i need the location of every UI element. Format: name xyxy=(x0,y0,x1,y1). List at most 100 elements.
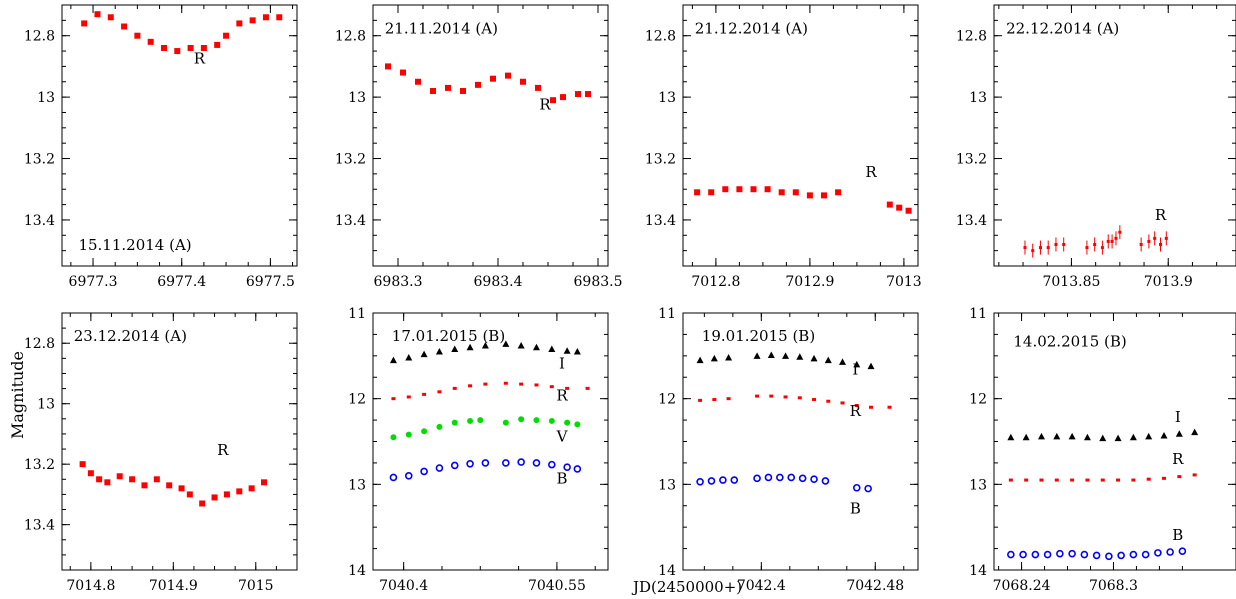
data-point xyxy=(1175,430,1183,437)
series-label-R: R xyxy=(865,163,877,181)
y-tick-label: 13.2 xyxy=(956,152,987,168)
data-point xyxy=(466,459,474,468)
series-label-I: I xyxy=(852,361,858,379)
date-label: 14.02.2015 (B) xyxy=(1013,332,1126,350)
data-point xyxy=(141,482,148,489)
data-point xyxy=(435,464,444,472)
panel-1: 12.8 13 13.2 13.4 6977.3 6977.4 6977.5 R 15.11.2… xyxy=(24,4,298,290)
data-point xyxy=(160,44,167,51)
data-point xyxy=(262,14,269,21)
data-point xyxy=(452,386,457,390)
data-point xyxy=(1116,478,1121,482)
x-axis-label: JD(2450000+) xyxy=(631,578,742,596)
y-tick-label: 13 xyxy=(969,477,987,493)
x-tick-label: 7013 xyxy=(886,274,922,290)
series-label-V: V xyxy=(556,428,569,446)
data-point xyxy=(826,399,831,403)
data-point xyxy=(1141,550,1150,559)
data-point xyxy=(698,398,703,402)
data-point xyxy=(707,477,716,485)
data-point xyxy=(1031,249,1035,253)
data-point xyxy=(532,459,541,467)
data-point xyxy=(1114,236,1118,240)
y-tick-label: 13.4 xyxy=(335,213,366,229)
data-point xyxy=(694,189,701,196)
data-point xyxy=(533,417,540,424)
data-point xyxy=(1024,478,1029,482)
y-tick-label: 11 xyxy=(969,306,987,322)
x-tick-label: 7040.55 xyxy=(528,578,586,594)
data-point xyxy=(200,44,207,51)
plot-frame xyxy=(61,312,298,571)
data-point xyxy=(1007,433,1015,441)
y-tick-label: 13 xyxy=(969,90,987,106)
data-point xyxy=(1085,246,1089,250)
data-point xyxy=(174,48,181,55)
series-label-R: R xyxy=(539,95,551,113)
data-point xyxy=(421,428,428,435)
data-point xyxy=(563,347,571,354)
data-point xyxy=(564,419,571,426)
panel-7: 11 12 13 14 7042.4 7042.48 I R B 19.01.2015 (B) xyxy=(658,306,919,594)
data-point xyxy=(534,383,539,387)
data-point xyxy=(753,474,761,483)
y-tick-label: 13.2 xyxy=(645,152,676,168)
data-point xyxy=(1129,550,1138,559)
data-point xyxy=(1118,230,1122,234)
data-point xyxy=(249,17,256,24)
data-point xyxy=(490,75,496,82)
data-point xyxy=(1160,432,1168,439)
x-tick-label: 7013.85 xyxy=(1042,274,1100,290)
data-point xyxy=(404,471,413,480)
x-tick-label: 7015 xyxy=(238,578,274,594)
data-point xyxy=(1092,551,1101,560)
data-point xyxy=(400,69,406,76)
y-tick-label: 11 xyxy=(658,306,676,322)
series-R xyxy=(81,11,283,55)
data-point xyxy=(1054,478,1059,482)
data-point xyxy=(783,395,788,399)
data-point xyxy=(575,91,581,98)
data-point xyxy=(1007,550,1015,559)
data-point xyxy=(467,417,474,424)
x-tick-label: 6977.3 xyxy=(69,274,118,290)
plot-frame xyxy=(682,312,919,571)
series-label-I: I xyxy=(559,355,565,373)
data-point xyxy=(261,479,268,486)
data-point xyxy=(869,405,873,409)
data-point xyxy=(502,419,509,426)
y-tick-label: 12.8 xyxy=(24,29,55,45)
data-point xyxy=(852,483,861,492)
data-point xyxy=(236,20,243,27)
data-point xyxy=(712,398,717,402)
data-point xyxy=(405,431,412,438)
data-point xyxy=(96,476,103,483)
data-point xyxy=(430,87,436,94)
data-point xyxy=(585,386,590,390)
x-tick-label: 7040.4 xyxy=(379,578,428,594)
y-tick-label: 13.2 xyxy=(24,457,55,473)
data-point xyxy=(796,353,804,360)
data-point xyxy=(450,461,459,470)
data-point xyxy=(94,11,101,18)
series-label-R: R xyxy=(194,49,206,67)
data-point xyxy=(1114,434,1122,442)
series-R xyxy=(79,461,268,507)
data-point xyxy=(481,342,489,349)
data-point xyxy=(199,500,206,507)
data-point xyxy=(451,419,458,426)
y-tick-label: 12.8 xyxy=(24,336,55,352)
data-point xyxy=(153,476,160,483)
data-point xyxy=(147,38,154,45)
data-point xyxy=(550,97,556,104)
data-point xyxy=(565,386,570,390)
panel-2: 12.8 13 13.2 13.4 6983.3 6983.4 6983.5 R 21.11.2… xyxy=(335,4,623,290)
y-tick-label: 13 xyxy=(348,90,366,106)
plot-frame xyxy=(372,4,609,267)
data-point xyxy=(1062,243,1066,247)
data-point xyxy=(824,356,832,364)
data-point xyxy=(1031,550,1040,559)
y-tick-label: 13 xyxy=(37,397,55,413)
data-point xyxy=(1053,432,1061,440)
